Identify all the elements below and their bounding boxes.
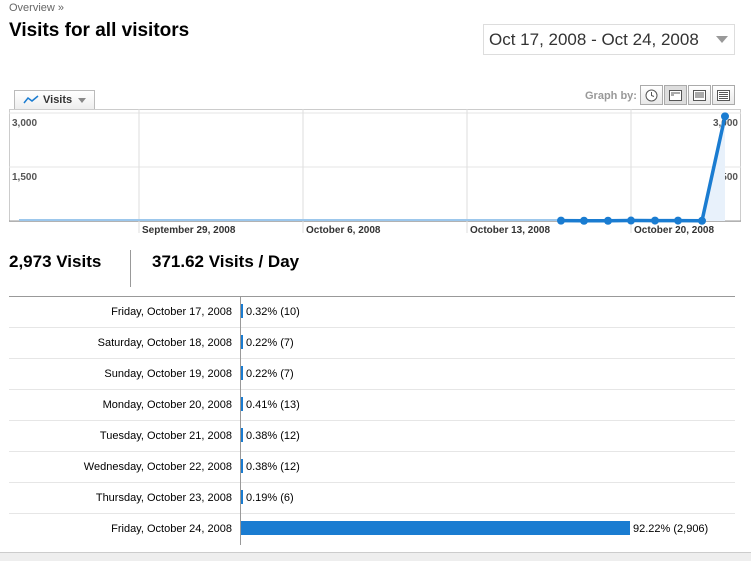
breadcrumb: Overview» — [9, 2, 64, 14]
row-axis-line — [240, 297, 241, 328]
row-share-label: 0.38% (12) — [246, 430, 300, 442]
graph-by-label: Graph by: — [585, 90, 637, 102]
chart-data-point — [557, 216, 565, 225]
metric-selector[interactable]: Visits — [14, 90, 95, 109]
table-row: Friday, October 17, 2008 0.32% (10) — [9, 297, 735, 328]
row-axis-line — [240, 421, 241, 452]
row-day-label: Wednesday, October 22, 2008 — [83, 461, 232, 473]
row-day-label: Sunday, October 19, 2008 — [104, 368, 232, 380]
row-day-label: Thursday, October 23, 2008 — [95, 492, 232, 504]
breadcrumb-separator: » — [57, 2, 64, 14]
table-row: Friday, October 24, 2008 92.22% (2,906) — [9, 514, 735, 545]
row-share-label: 0.32% (10) — [246, 306, 300, 318]
clock-icon[interactable] — [640, 85, 663, 105]
chart-y-tick-label-right: 3,000 — [713, 118, 738, 129]
row-share-label: 0.19% (6) — [246, 492, 294, 504]
date-range-value: Oct 17, 2008 - Oct 24, 2008 — [489, 29, 699, 49]
table-row: Saturday, October 18, 2008 0.22% (7) — [9, 328, 735, 359]
row-share-label: 92.22% (2,906) — [633, 523, 709, 535]
row-share-bar — [241, 397, 243, 411]
row-share-bar — [241, 304, 243, 318]
graph-by-buttons — [640, 85, 736, 105]
row-axis-line — [240, 390, 241, 421]
chart-y-tick-label: 1,500 — [12, 172, 37, 183]
chart-x-tick-label: October 6, 2008 — [306, 225, 381, 236]
date-range-picker[interactable]: Oct 17, 2008 - Oct 24, 2008 — [483, 24, 735, 55]
dropdown-arrow-icon — [78, 97, 87, 103]
total-visits: 2,973 Visits — [9, 252, 102, 271]
row-share-label: 0.22% (7) — [246, 368, 294, 380]
row-share-bar — [241, 459, 243, 473]
page-title: Visits for all visitors — [9, 20, 190, 41]
row-axis-line — [240, 359, 241, 390]
chart-x-tick-label: October 13, 2008 — [470, 225, 550, 236]
visits-per-day: 371.62 Visits / Day — [152, 252, 300, 271]
row-share-bar — [241, 428, 243, 442]
table-row: Thursday, October 23, 2008 0.19% (6) — [9, 483, 735, 514]
chart-data-point — [674, 216, 682, 225]
chart-series-line — [560, 116, 727, 223]
bottom-bar — [0, 552, 751, 561]
row-day-label: Tuesday, October 21, 2008 — [99, 430, 232, 442]
chart-y-tick-label: 3,000 — [12, 118, 37, 129]
row-share-bar — [241, 366, 243, 380]
chart-data-point — [580, 216, 588, 225]
row-axis-line — [240, 483, 241, 514]
visits-line-chart: 3,000 3,000 1,500 1,500 September 29, 2008 Oc… — [9, 109, 741, 236]
table-row: Tuesday, October 21, 2008 0.38% (12) — [9, 421, 735, 452]
row-day-label: Friday, October 24, 2008 — [111, 523, 232, 535]
table-row: Monday, October 20, 2008 0.41% (13) — [9, 390, 735, 421]
summary-divider — [130, 250, 131, 287]
line-chart-icon — [23, 95, 39, 104]
row-day-label: Saturday, October 18, 2008 — [97, 337, 232, 349]
chart-data-point — [698, 216, 706, 225]
chart-x-tick-label: October 20, 2008 — [634, 225, 714, 236]
chevron-down-icon[interactable] — [716, 36, 728, 43]
table-row: Sunday, October 19, 2008 0.22% (7) — [9, 359, 735, 390]
chart-data-point — [604, 216, 612, 225]
chart-data-point — [721, 112, 729, 121]
row-day-label: Monday, October 20, 2008 — [102, 399, 232, 411]
week-view-icon[interactable] — [688, 85, 711, 105]
row-share-bar — [241, 335, 243, 349]
row-axis-line — [240, 452, 241, 483]
daily-visits-table: Friday, October 17, 2008 0.32% (10) Saturd… — [9, 297, 735, 545]
row-axis-line — [240, 328, 241, 359]
row-axis-line — [240, 514, 241, 545]
chart-data-point — [627, 216, 635, 225]
chart-data-point — [651, 216, 659, 225]
chart-x-tick-label: September 29, 2008 — [142, 225, 236, 236]
row-share-label: 0.22% (7) — [246, 337, 294, 349]
row-share-bar — [241, 490, 243, 504]
row-share-label: 0.38% (12) — [246, 461, 300, 473]
chart-y-tick-label-right: 1,500 — [713, 172, 738, 183]
day-view-icon[interactable] — [664, 85, 687, 105]
month-view-icon[interactable] — [712, 85, 735, 105]
row-share-label: 0.41% (13) — [246, 399, 300, 411]
breadcrumb-overview-link[interactable]: Overview — [9, 2, 55, 14]
row-share-bar — [241, 521, 630, 535]
table-top-divider — [9, 296, 735, 297]
row-day-label: Friday, October 17, 2008 — [111, 306, 232, 318]
metric-selector-label: Visits — [43, 94, 73, 106]
table-row: Wednesday, October 22, 2008 0.38% (12) — [9, 452, 735, 483]
